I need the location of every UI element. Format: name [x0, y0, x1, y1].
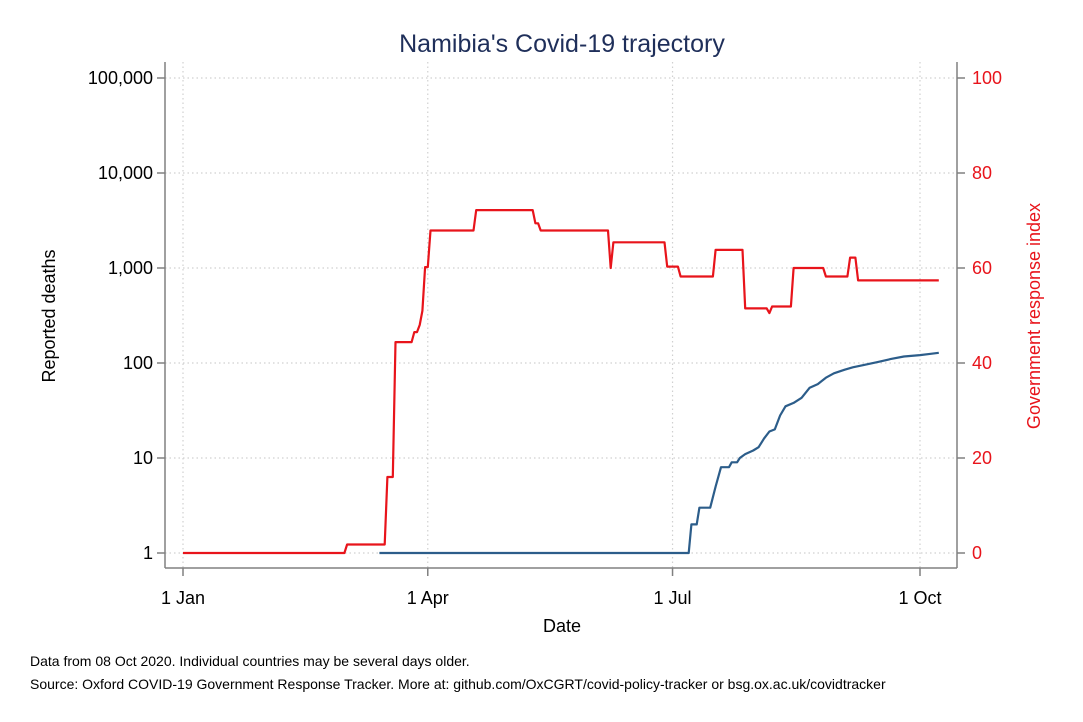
- y-left-tick-label: 100,000: [88, 68, 153, 88]
- y-right-tick-label: 20: [972, 448, 992, 468]
- series-group: [183, 209, 939, 555]
- x-tick-label: 1 Jul: [654, 588, 692, 608]
- x-tick-label: 1 Apr: [407, 588, 449, 608]
- y-right-tick-label: 100: [972, 68, 1002, 88]
- y-right-tick-label: 60: [972, 258, 992, 278]
- grid: [165, 62, 957, 568]
- series-line-deaths: [379, 351, 939, 555]
- y-left-tick-label: 1,000: [108, 258, 153, 278]
- y-left-tick-label: 10: [133, 448, 153, 468]
- y-axis-right-label: Government response index: [1024, 203, 1044, 429]
- note-data-date: Data from 08 Oct 2020. Individual countr…: [30, 653, 470, 669]
- x-axis-label: Date: [543, 616, 581, 636]
- y-left-tick-label: 1: [143, 543, 153, 563]
- y-left-tick-label: 10,000: [98, 163, 153, 183]
- y-right-tick-label: 40: [972, 353, 992, 373]
- series-line-response-index: [183, 209, 939, 555]
- note-source: Source: Oxford COVID-19 Government Respo…: [30, 676, 886, 692]
- axes: [164, 62, 958, 569]
- y-axis-left-label: Reported deaths: [39, 249, 59, 382]
- chart-title: Namibia's Covid-19 trajectory: [399, 30, 725, 58]
- y-right-tick-label: 80: [972, 163, 992, 183]
- x-tick-label: 1 Jan: [161, 588, 205, 608]
- x-tick-label: 1 Oct: [898, 588, 941, 608]
- x-axis-ticks: 1 Jan 1 Apr 1 Jul 1 Oct: [161, 568, 942, 608]
- y-left-tick-label: 100: [123, 353, 153, 373]
- right-axis-ticks: 0 20 40 60 80 100: [957, 68, 1002, 563]
- y-right-tick-label: 0: [972, 543, 982, 563]
- left-axis-ticks: 1 10 100 1,000 10,000 100,000: [88, 68, 165, 563]
